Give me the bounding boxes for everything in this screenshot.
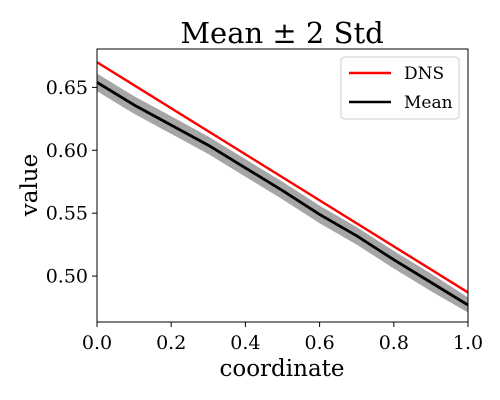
x-tick-label: 0.4 bbox=[230, 332, 260, 354]
y-tick-label: 0.55 bbox=[46, 203, 88, 225]
legend: DNS Mean bbox=[340, 56, 460, 120]
chart-title: Mean ± 2 Std bbox=[180, 16, 383, 50]
x-tick-label: 0.2 bbox=[156, 332, 186, 354]
x-axis-title: coordinate bbox=[219, 356, 344, 382]
y-tick-label: 0.60 bbox=[46, 140, 88, 162]
x-tick-label: 0.6 bbox=[304, 332, 334, 354]
x-tick-label: 1.0 bbox=[453, 332, 483, 354]
legend-mean-label: Mean bbox=[404, 93, 453, 113]
y-tick-label: 0.50 bbox=[46, 266, 88, 288]
dns-line bbox=[97, 61, 468, 294]
plot-frame bbox=[96, 48, 469, 323]
x-tick-label: 0.8 bbox=[379, 332, 409, 354]
plot-area bbox=[97, 61, 468, 313]
mean-line bbox=[97, 81, 468, 307]
std-band bbox=[97, 73, 468, 313]
y-axis-title: value bbox=[17, 154, 43, 218]
y-axis: 0.50 0.55 0.60 0.65 bbox=[46, 77, 97, 288]
y-tick-label: 0.65 bbox=[46, 77, 88, 99]
x-axis: 0.0 0.2 0.4 0.6 0.8 1.0 bbox=[82, 322, 483, 354]
legend-dns-label: DNS bbox=[404, 64, 444, 84]
x-tick-label: 0.0 bbox=[82, 332, 112, 354]
